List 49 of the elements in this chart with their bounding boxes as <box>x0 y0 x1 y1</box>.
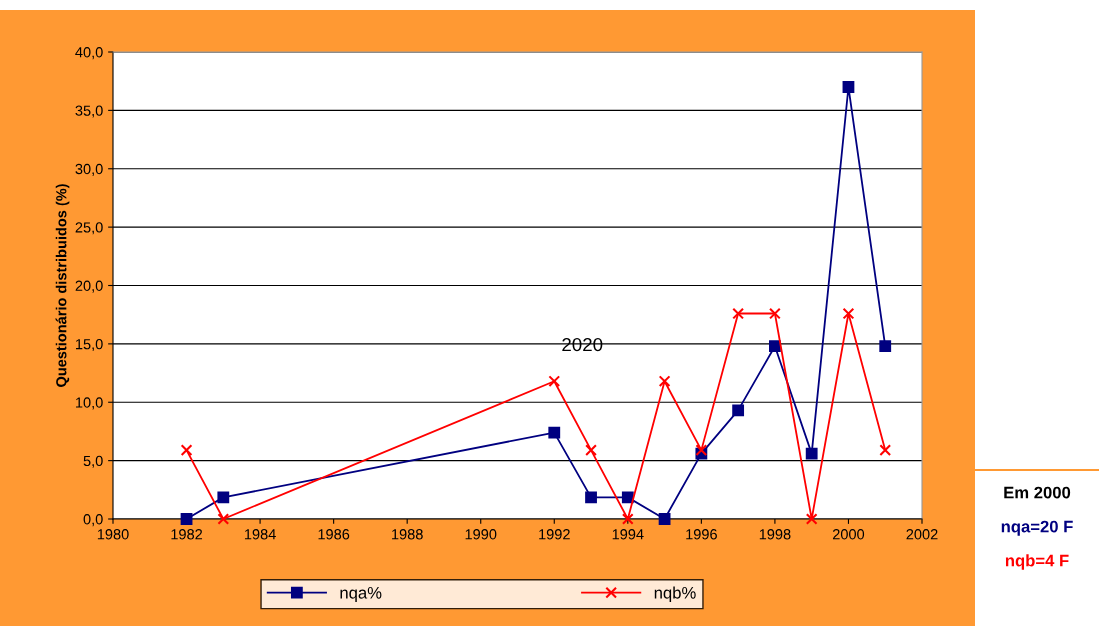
y-tick-label: 35,0 <box>75 105 103 118</box>
y-tick-label: 30,0 <box>75 163 103 176</box>
x-tick-label: 1998 <box>759 529 791 540</box>
point <box>548 426 561 439</box>
point <box>769 340 781 353</box>
x-tick-label: 1990 <box>465 529 497 540</box>
y-tick-label: 5,0 <box>83 455 103 468</box>
text: nqa=20 F <box>1001 520 1073 536</box>
point <box>585 491 597 504</box>
point <box>879 444 892 457</box>
point <box>180 513 193 525</box>
y-tick-label: 0,0 <box>83 514 103 527</box>
point <box>732 307 745 320</box>
text: nqb=4 F <box>1005 554 1069 570</box>
legend-label: nqb% <box>654 586 696 602</box>
y-axis-title: Questionário distribuidos (%) <box>55 184 70 387</box>
text: Em 2000 <box>1004 486 1071 499</box>
y-tick-label: 20,0 <box>75 280 103 293</box>
point <box>805 513 818 525</box>
y-tick-label: 10,0 <box>76 397 103 410</box>
point <box>180 444 193 457</box>
point <box>217 491 230 504</box>
x-tick-label: 1980 <box>97 529 129 540</box>
x-tick-label: 1984 <box>244 529 276 540</box>
point <box>769 307 781 320</box>
point <box>217 513 230 525</box>
point <box>842 307 855 320</box>
y-tick-label: 40,0 <box>75 47 103 60</box>
x-tick-label: 1992 <box>539 529 570 540</box>
point <box>585 444 597 457</box>
legend-label: nqa% <box>340 586 382 602</box>
x-tick-label: 1986 <box>318 529 350 540</box>
point <box>548 375 561 388</box>
point <box>621 513 634 525</box>
point <box>732 404 745 417</box>
point <box>879 340 892 353</box>
x-tick-label: 1988 <box>392 529 423 540</box>
point <box>621 491 634 504</box>
x-tick-label: 2000 <box>832 529 865 540</box>
y-tick-label: 15,0 <box>76 338 103 352</box>
point <box>842 81 855 93</box>
x-tick-label: 1982 <box>171 529 203 540</box>
x-tick-label: 1994 <box>612 529 644 540</box>
x-tick-label: 2002 <box>906 529 938 540</box>
point <box>658 513 671 525</box>
x-tick-label: 1996 <box>686 529 717 540</box>
point <box>805 447 818 460</box>
y-tick-label: 25,0 <box>75 222 103 235</box>
point <box>658 375 671 388</box>
